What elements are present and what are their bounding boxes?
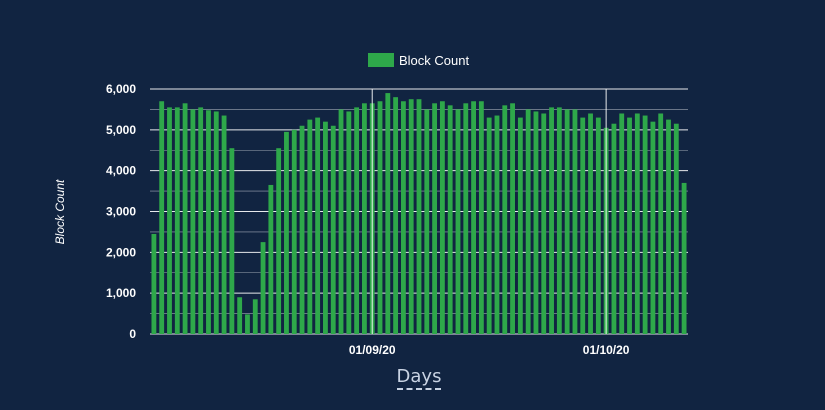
y-tick-label: 6,000 — [106, 82, 136, 96]
x-tick-label: 01/09/20 — [349, 343, 396, 357]
bar[interactable] — [642, 115, 648, 335]
bar[interactable] — [237, 297, 243, 334]
bar[interactable] — [174, 107, 180, 334]
bar[interactable] — [276, 148, 282, 334]
bar[interactable] — [432, 103, 438, 335]
bar[interactable] — [455, 109, 461, 335]
bar[interactable] — [650, 121, 656, 335]
legend[interactable]: Block Count — [368, 53, 469, 68]
x-tick-label: 01/10/20 — [583, 343, 630, 357]
bar[interactable] — [299, 125, 305, 334]
bar[interactable] — [213, 111, 219, 334]
bar[interactable] — [471, 101, 476, 334]
bar[interactable] — [564, 109, 570, 335]
bar[interactable] — [252, 299, 258, 334]
y-tick-label: 1,000 — [106, 286, 136, 300]
bar[interactable] — [556, 107, 562, 334]
y-axis-ticks: 0 1,000 2,000 3,000 4,000 5,000 6,000 — [106, 82, 136, 341]
bar[interactable] — [478, 101, 484, 334]
bar[interactable] — [182, 103, 188, 335]
bar[interactable] — [151, 233, 157, 334]
bar[interactable] — [291, 129, 297, 334]
bar[interactable] — [517, 117, 523, 334]
bar[interactable] — [486, 117, 492, 334]
bar[interactable] — [463, 103, 469, 335]
bar[interactable] — [346, 111, 352, 334]
bar[interactable] — [627, 117, 632, 334]
bar[interactable] — [377, 101, 383, 334]
bar[interactable] — [198, 107, 204, 334]
bar[interactable] — [307, 119, 313, 334]
bar[interactable] — [533, 111, 539, 334]
bar[interactable] — [190, 109, 196, 335]
bar[interactable] — [611, 123, 617, 334]
bar[interactable] — [362, 103, 367, 335]
bar[interactable] — [502, 105, 508, 334]
bar[interactable] — [338, 109, 344, 335]
bar[interactable] — [447, 105, 453, 334]
bar[interactable] — [634, 113, 640, 335]
bar[interactable] — [385, 93, 391, 334]
bar[interactable] — [572, 109, 578, 335]
bar[interactable] — [315, 117, 321, 334]
bar[interactable] — [284, 131, 289, 334]
y-tick-label: 3,000 — [106, 205, 136, 219]
bar[interactable] — [658, 113, 664, 335]
bar[interactable] — [229, 148, 235, 334]
bar[interactable] — [619, 113, 625, 335]
bar[interactable] — [400, 101, 406, 334]
bar[interactable] — [681, 182, 687, 334]
bars — [151, 93, 687, 335]
y-tick-label: 0 — [129, 327, 136, 341]
bar[interactable] — [206, 110, 211, 334]
bar[interactable] — [673, 123, 679, 334]
bar[interactable] — [323, 121, 328, 335]
bar[interactable] — [588, 113, 593, 335]
bar[interactable] — [408, 99, 414, 334]
bar[interactable] — [494, 115, 500, 335]
bar[interactable] — [167, 107, 172, 334]
bar[interactable] — [330, 125, 336, 334]
bar[interactable] — [424, 109, 430, 335]
bar[interactable] — [354, 107, 360, 334]
bar[interactable] — [393, 97, 399, 335]
y-tick-label: 5,000 — [106, 123, 136, 137]
y-axis-label: Block Count — [53, 179, 67, 244]
bar[interactable] — [541, 113, 547, 335]
bar[interactable] — [510, 103, 515, 335]
bar[interactable] — [666, 119, 671, 334]
bar[interactable] — [595, 117, 601, 334]
bar[interactable] — [439, 101, 445, 334]
bar[interactable] — [159, 101, 165, 334]
y-tick-label: 4,000 — [106, 164, 136, 178]
bar[interactable] — [580, 117, 586, 334]
bar[interactable] — [268, 184, 274, 334]
bar[interactable] — [221, 115, 227, 335]
legend-label: Block Count — [399, 53, 469, 68]
legend-swatch — [368, 53, 394, 67]
x-axis-ticks: 01/09/20 01/10/20 — [349, 89, 630, 357]
bar[interactable] — [245, 314, 250, 334]
bar[interactable] — [525, 109, 531, 335]
y-tick-label: 2,000 — [106, 245, 136, 259]
bar[interactable] — [549, 107, 554, 334]
bar[interactable] — [416, 99, 422, 334]
x-axis-label-container: Days — [0, 366, 825, 390]
bar[interactable] — [260, 242, 266, 334]
x-axis-label[interactable]: Days — [396, 366, 442, 390]
